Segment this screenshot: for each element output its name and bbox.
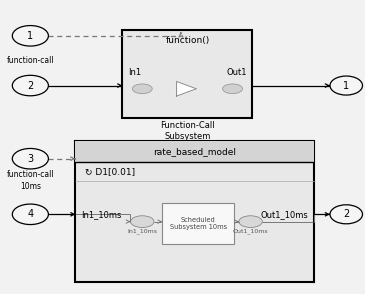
Polygon shape	[177, 81, 196, 96]
Ellipse shape	[131, 216, 154, 228]
Bar	[162, 203, 234, 243]
Text: Out1_10ms: Out1_10ms	[261, 210, 308, 219]
Text: 1: 1	[27, 31, 34, 41]
Ellipse shape	[223, 84, 242, 93]
Text: Scheduled
Subsystem 10ms: Scheduled Subsystem 10ms	[170, 217, 227, 230]
Ellipse shape	[12, 148, 49, 169]
Text: In1: In1	[128, 68, 141, 77]
Text: Function-Call
Subsystem: Function-Call Subsystem	[160, 121, 215, 141]
Text: In1_10ms: In1_10ms	[127, 228, 157, 234]
Text: rate_based_model: rate_based_model	[153, 147, 236, 156]
Text: 2: 2	[343, 209, 349, 219]
Text: 2: 2	[27, 81, 34, 91]
Text: function(): function()	[165, 36, 210, 45]
Ellipse shape	[12, 204, 49, 225]
Bar	[76, 141, 314, 282]
Ellipse shape	[12, 26, 49, 46]
Ellipse shape	[330, 76, 362, 95]
Text: ↻ D1[0.01]: ↻ D1[0.01]	[85, 167, 135, 176]
Text: 1: 1	[343, 81, 349, 91]
Ellipse shape	[12, 75, 49, 96]
Text: Out1: Out1	[226, 68, 247, 77]
Ellipse shape	[330, 205, 362, 224]
Text: function-call: function-call	[7, 56, 54, 65]
Bar	[76, 141, 314, 162]
Bar	[122, 30, 252, 118]
Text: 3: 3	[27, 154, 34, 164]
Text: function-call
10ms: function-call 10ms	[7, 171, 54, 191]
Text: In1_10ms: In1_10ms	[81, 210, 121, 219]
Ellipse shape	[132, 84, 152, 93]
Text: Out1_10ms: Out1_10ms	[233, 228, 268, 234]
Text: 4: 4	[27, 209, 34, 219]
Ellipse shape	[239, 216, 262, 228]
